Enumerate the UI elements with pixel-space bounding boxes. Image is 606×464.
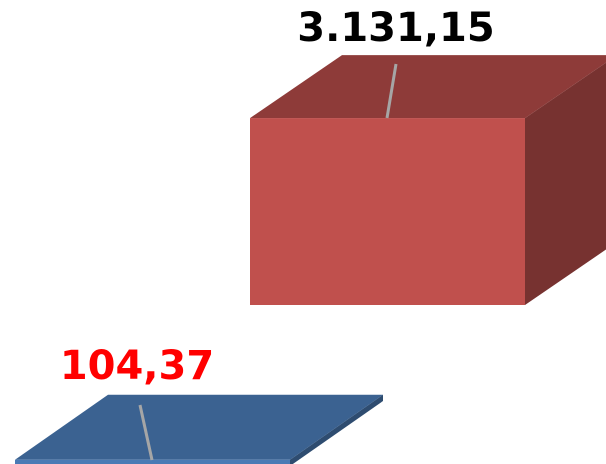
leader-line bbox=[385, 63, 398, 119]
bar-front bbox=[250, 118, 525, 305]
bar-side bbox=[525, 62, 606, 305]
leader-line bbox=[138, 404, 154, 461]
bar-top bbox=[250, 55, 606, 119]
bar-front bbox=[15, 459, 290, 464]
bar-top bbox=[15, 394, 383, 460]
bar-side bbox=[290, 394, 383, 464]
data-label: 3.131,15 bbox=[297, 5, 494, 51]
data-label: 104,37 bbox=[60, 343, 214, 389]
